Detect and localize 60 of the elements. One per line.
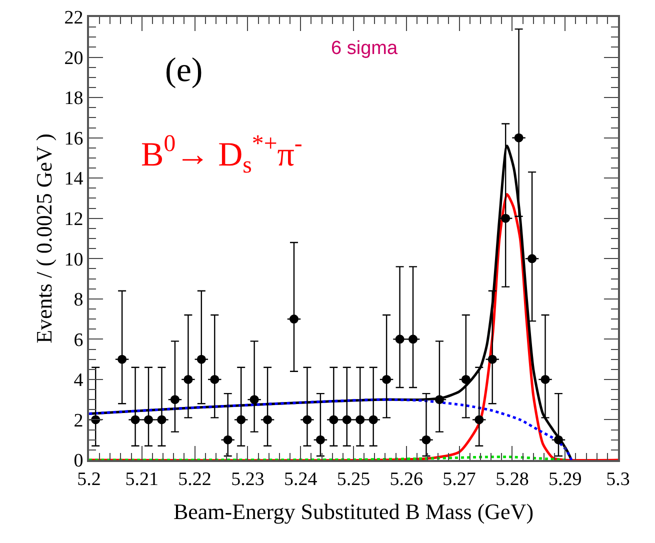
x-tick-label: 5.22 bbox=[178, 468, 212, 490]
line-series bbox=[89, 192, 618, 460]
point bbox=[250, 395, 259, 404]
annotation: (e) bbox=[165, 52, 203, 89]
y-tick-label: 12 bbox=[64, 209, 84, 230]
point bbox=[514, 133, 524, 142]
point bbox=[170, 395, 180, 404]
point bbox=[408, 334, 418, 344]
point bbox=[144, 415, 154, 424]
point bbox=[236, 415, 246, 424]
point bbox=[395, 334, 404, 344]
point bbox=[302, 415, 312, 424]
y-tick-label: 14 bbox=[64, 168, 84, 190]
x-tick-label: 5.25 bbox=[336, 468, 370, 490]
point bbox=[118, 354, 127, 364]
line-series bbox=[89, 398, 573, 460]
point bbox=[130, 415, 140, 424]
x-axis-title: Beam-Energy Substituted B Mass (GeV) bbox=[173, 499, 534, 524]
point bbox=[356, 415, 365, 424]
y-tick-label: 10 bbox=[64, 249, 84, 270]
annotation: B$^{0}$→ D$_{s}$$^{*+}$π$^{-}$ bbox=[141, 131, 302, 178]
point bbox=[501, 214, 510, 223]
point bbox=[184, 374, 193, 384]
y-axis-title: Events / ( 0.0025 GeV ) bbox=[32, 134, 56, 344]
y-tick-label: 4 bbox=[74, 370, 84, 392]
point bbox=[554, 435, 563, 444]
x-tick-label: 5.26 bbox=[390, 468, 424, 490]
y-tick-label: 6 bbox=[74, 330, 84, 351]
point bbox=[196, 354, 206, 364]
point bbox=[368, 415, 378, 424]
y-tick-label: 8 bbox=[74, 290, 84, 311]
y-tick-label: 22 bbox=[64, 8, 84, 29]
y-tick-label: 20 bbox=[64, 48, 84, 69]
x-tick-label: 5.23 bbox=[231, 468, 264, 490]
x-tick-label: 5.3 bbox=[606, 468, 630, 490]
point bbox=[329, 415, 338, 424]
point bbox=[434, 395, 444, 404]
point bbox=[157, 415, 166, 424]
point bbox=[223, 435, 232, 444]
point bbox=[528, 254, 537, 264]
y-tick-label: 18 bbox=[64, 88, 84, 110]
point bbox=[289, 314, 298, 324]
y-tick-label: 16 bbox=[64, 128, 84, 150]
x-tick-label: 5.28 bbox=[496, 468, 529, 490]
point bbox=[422, 435, 431, 444]
point bbox=[263, 415, 272, 424]
x-tick-label: 5.29 bbox=[548, 468, 582, 490]
point bbox=[461, 374, 470, 384]
point bbox=[540, 374, 550, 384]
point bbox=[474, 415, 484, 424]
x-tick-label: 5.24 bbox=[284, 468, 318, 490]
y-tick-label: 2 bbox=[74, 410, 84, 432]
point bbox=[316, 435, 325, 444]
point bbox=[342, 415, 352, 424]
point bbox=[382, 374, 392, 384]
annotation: 6 sigma bbox=[331, 38, 398, 59]
x-tick-label: 5.27 bbox=[442, 468, 476, 490]
point bbox=[210, 374, 220, 384]
point bbox=[488, 354, 497, 364]
x-tick-label: 5.21 bbox=[125, 468, 159, 490]
